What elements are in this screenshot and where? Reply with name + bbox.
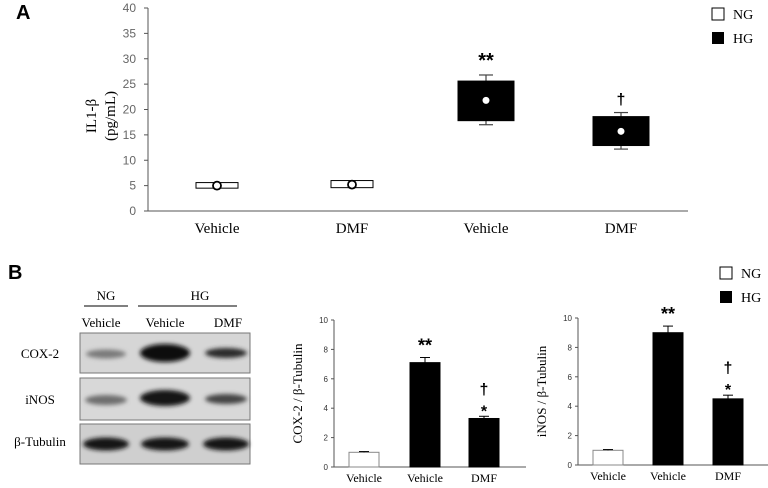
y-axis-label: iNOS / β-Tubulin [534, 345, 549, 437]
legend-a-hg-label: HG [733, 32, 753, 47]
y-tick-label: 4 [568, 402, 573, 411]
bar [592, 449, 624, 466]
y-axis-label: IL1-β (pg/mL) [84, 91, 119, 141]
significance-annotation: ** [661, 304, 675, 324]
blot-group-hg: HG [191, 288, 210, 303]
x-tick-label: Vehicle [346, 471, 382, 485]
blot-group-ng: NG [97, 288, 116, 303]
legend-b-hg-label: HG [741, 291, 761, 306]
blot-row-label: β-Tubulin [14, 434, 66, 449]
blot-band [141, 437, 189, 451]
x-tick-label: Vehicle [464, 221, 509, 237]
legend-b-ng-swatch [719, 266, 733, 280]
blot-band [205, 348, 247, 358]
y-tick-label: 10 [563, 314, 572, 323]
y-tick-label: 6 [568, 373, 573, 382]
bar [409, 362, 441, 468]
legend-a-ng-label: NG [733, 8, 753, 23]
y-axis-label: COX-2 / β-Tubulin [290, 343, 305, 444]
y-tick-label: 10 [319, 316, 328, 325]
y-tick-label: 0 [568, 461, 573, 470]
y-tick-label: 6 [324, 375, 329, 384]
mean-marker [347, 179, 357, 190]
blot-lane-label: Vehicle [146, 315, 185, 330]
il1b-box-chart: 0 5 10 15 20 25 30 35 40 IL1-β (pg/mL) Vehicle DMF **… [84, 1, 688, 237]
blot-lane-label: Vehicle [82, 315, 121, 330]
legend-a: NG HG [711, 7, 753, 47]
bar [468, 417, 500, 468]
y-tick-label: 15 [123, 128, 137, 142]
legend-a-ng-swatch [711, 7, 725, 21]
y-tick-label: 4 [324, 404, 329, 413]
blot-row-label: iNOS [25, 392, 55, 407]
blot-row-label: COX-2 [21, 346, 59, 361]
y-tick-label: 40 [123, 1, 137, 15]
mean-marker [212, 180, 222, 191]
y-tick-label: 35 [123, 26, 137, 40]
legend-b-ng-label: NG [741, 267, 761, 282]
y-tick-label: 2 [568, 432, 573, 441]
y-tick-label: 0 [324, 463, 329, 472]
x-tick-label: DMF [605, 221, 638, 237]
x-tick-label: DMF [336, 221, 369, 237]
blot-band [83, 437, 129, 451]
blot-band [86, 349, 126, 359]
legend-b: NG HG [719, 266, 761, 306]
blot-band [205, 394, 247, 404]
y-tick-label: 5 [129, 179, 136, 193]
significance-annotation: † [617, 92, 626, 109]
x-tick-label: DMF [471, 471, 497, 485]
blot-band [203, 437, 249, 451]
x-tick-label: Vehicle [407, 471, 443, 485]
bar [712, 398, 744, 466]
y-tick-label: 2 [324, 434, 329, 443]
significance-annotation: * [481, 403, 488, 420]
significance-annotation: ** [418, 335, 432, 355]
blot-lane-label: DMF [214, 315, 242, 330]
y-tick-label: 8 [568, 343, 573, 352]
legend-b-hg-swatch [720, 291, 732, 303]
x-tick-label: Vehicle [195, 221, 240, 237]
y-tick-label: 20 [123, 103, 137, 117]
x-tick-label: Vehicle [650, 469, 686, 483]
bar [652, 332, 684, 466]
mean-marker [617, 127, 625, 135]
panel-b-label: B [8, 262, 23, 284]
significance-annotation: † [724, 360, 733, 377]
legend-a-hg-swatch [712, 32, 724, 44]
blot-band [85, 395, 127, 405]
panel-a-label: A [16, 2, 31, 24]
blot-band [140, 344, 190, 362]
significance-annotation: * [725, 382, 732, 399]
significance-annotation: ** [478, 50, 494, 72]
x-tick-label: DMF [715, 469, 741, 483]
y-tick-label: 0 [129, 204, 136, 218]
x-tick-label: Vehicle [590, 469, 626, 483]
mean-marker [482, 96, 490, 104]
blot-band [140, 390, 190, 406]
y-tick-label: 30 [123, 52, 137, 66]
y-tick-label: 8 [324, 345, 329, 354]
significance-annotation: † [480, 381, 489, 398]
y-tick-label: 25 [123, 77, 137, 91]
y-tick-label: 10 [123, 153, 137, 167]
